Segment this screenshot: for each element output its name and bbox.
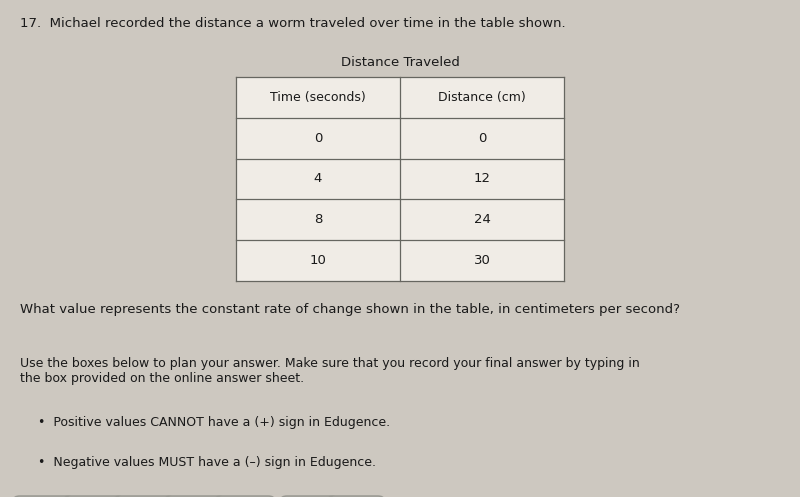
Text: 24: 24 xyxy=(474,213,490,226)
Text: What value represents the constant rate of change shown in the table, in centime: What value represents the constant rate … xyxy=(20,303,680,316)
FancyBboxPatch shape xyxy=(14,496,73,497)
FancyBboxPatch shape xyxy=(114,496,174,497)
Text: 0: 0 xyxy=(478,132,486,145)
Text: 4: 4 xyxy=(314,172,322,185)
Text: 8: 8 xyxy=(314,213,322,226)
Text: •  Negative values MUST have a (–) sign in Edugence.: • Negative values MUST have a (–) sign i… xyxy=(38,456,376,469)
FancyBboxPatch shape xyxy=(64,496,123,497)
FancyBboxPatch shape xyxy=(215,496,274,497)
Text: Distance Traveled: Distance Traveled xyxy=(341,56,459,69)
Text: 30: 30 xyxy=(474,254,490,267)
FancyBboxPatch shape xyxy=(165,496,224,497)
Text: 10: 10 xyxy=(310,254,326,267)
Text: 12: 12 xyxy=(474,172,490,185)
FancyBboxPatch shape xyxy=(328,496,384,497)
Text: 0: 0 xyxy=(314,132,322,145)
Text: •  Positive values CANNOT have a (+) sign in Edugence.: • Positive values CANNOT have a (+) sign… xyxy=(38,416,390,429)
Text: Time (seconds): Time (seconds) xyxy=(270,91,366,104)
Text: Distance (cm): Distance (cm) xyxy=(438,91,526,104)
Text: 17.  Michael recorded the distance a worm traveled over time in the table shown.: 17. Michael recorded the distance a worm… xyxy=(20,17,566,30)
FancyBboxPatch shape xyxy=(281,496,337,497)
Text: Use the boxes below to plan your answer. Make sure that you record your final an: Use the boxes below to plan your answer.… xyxy=(20,357,640,385)
